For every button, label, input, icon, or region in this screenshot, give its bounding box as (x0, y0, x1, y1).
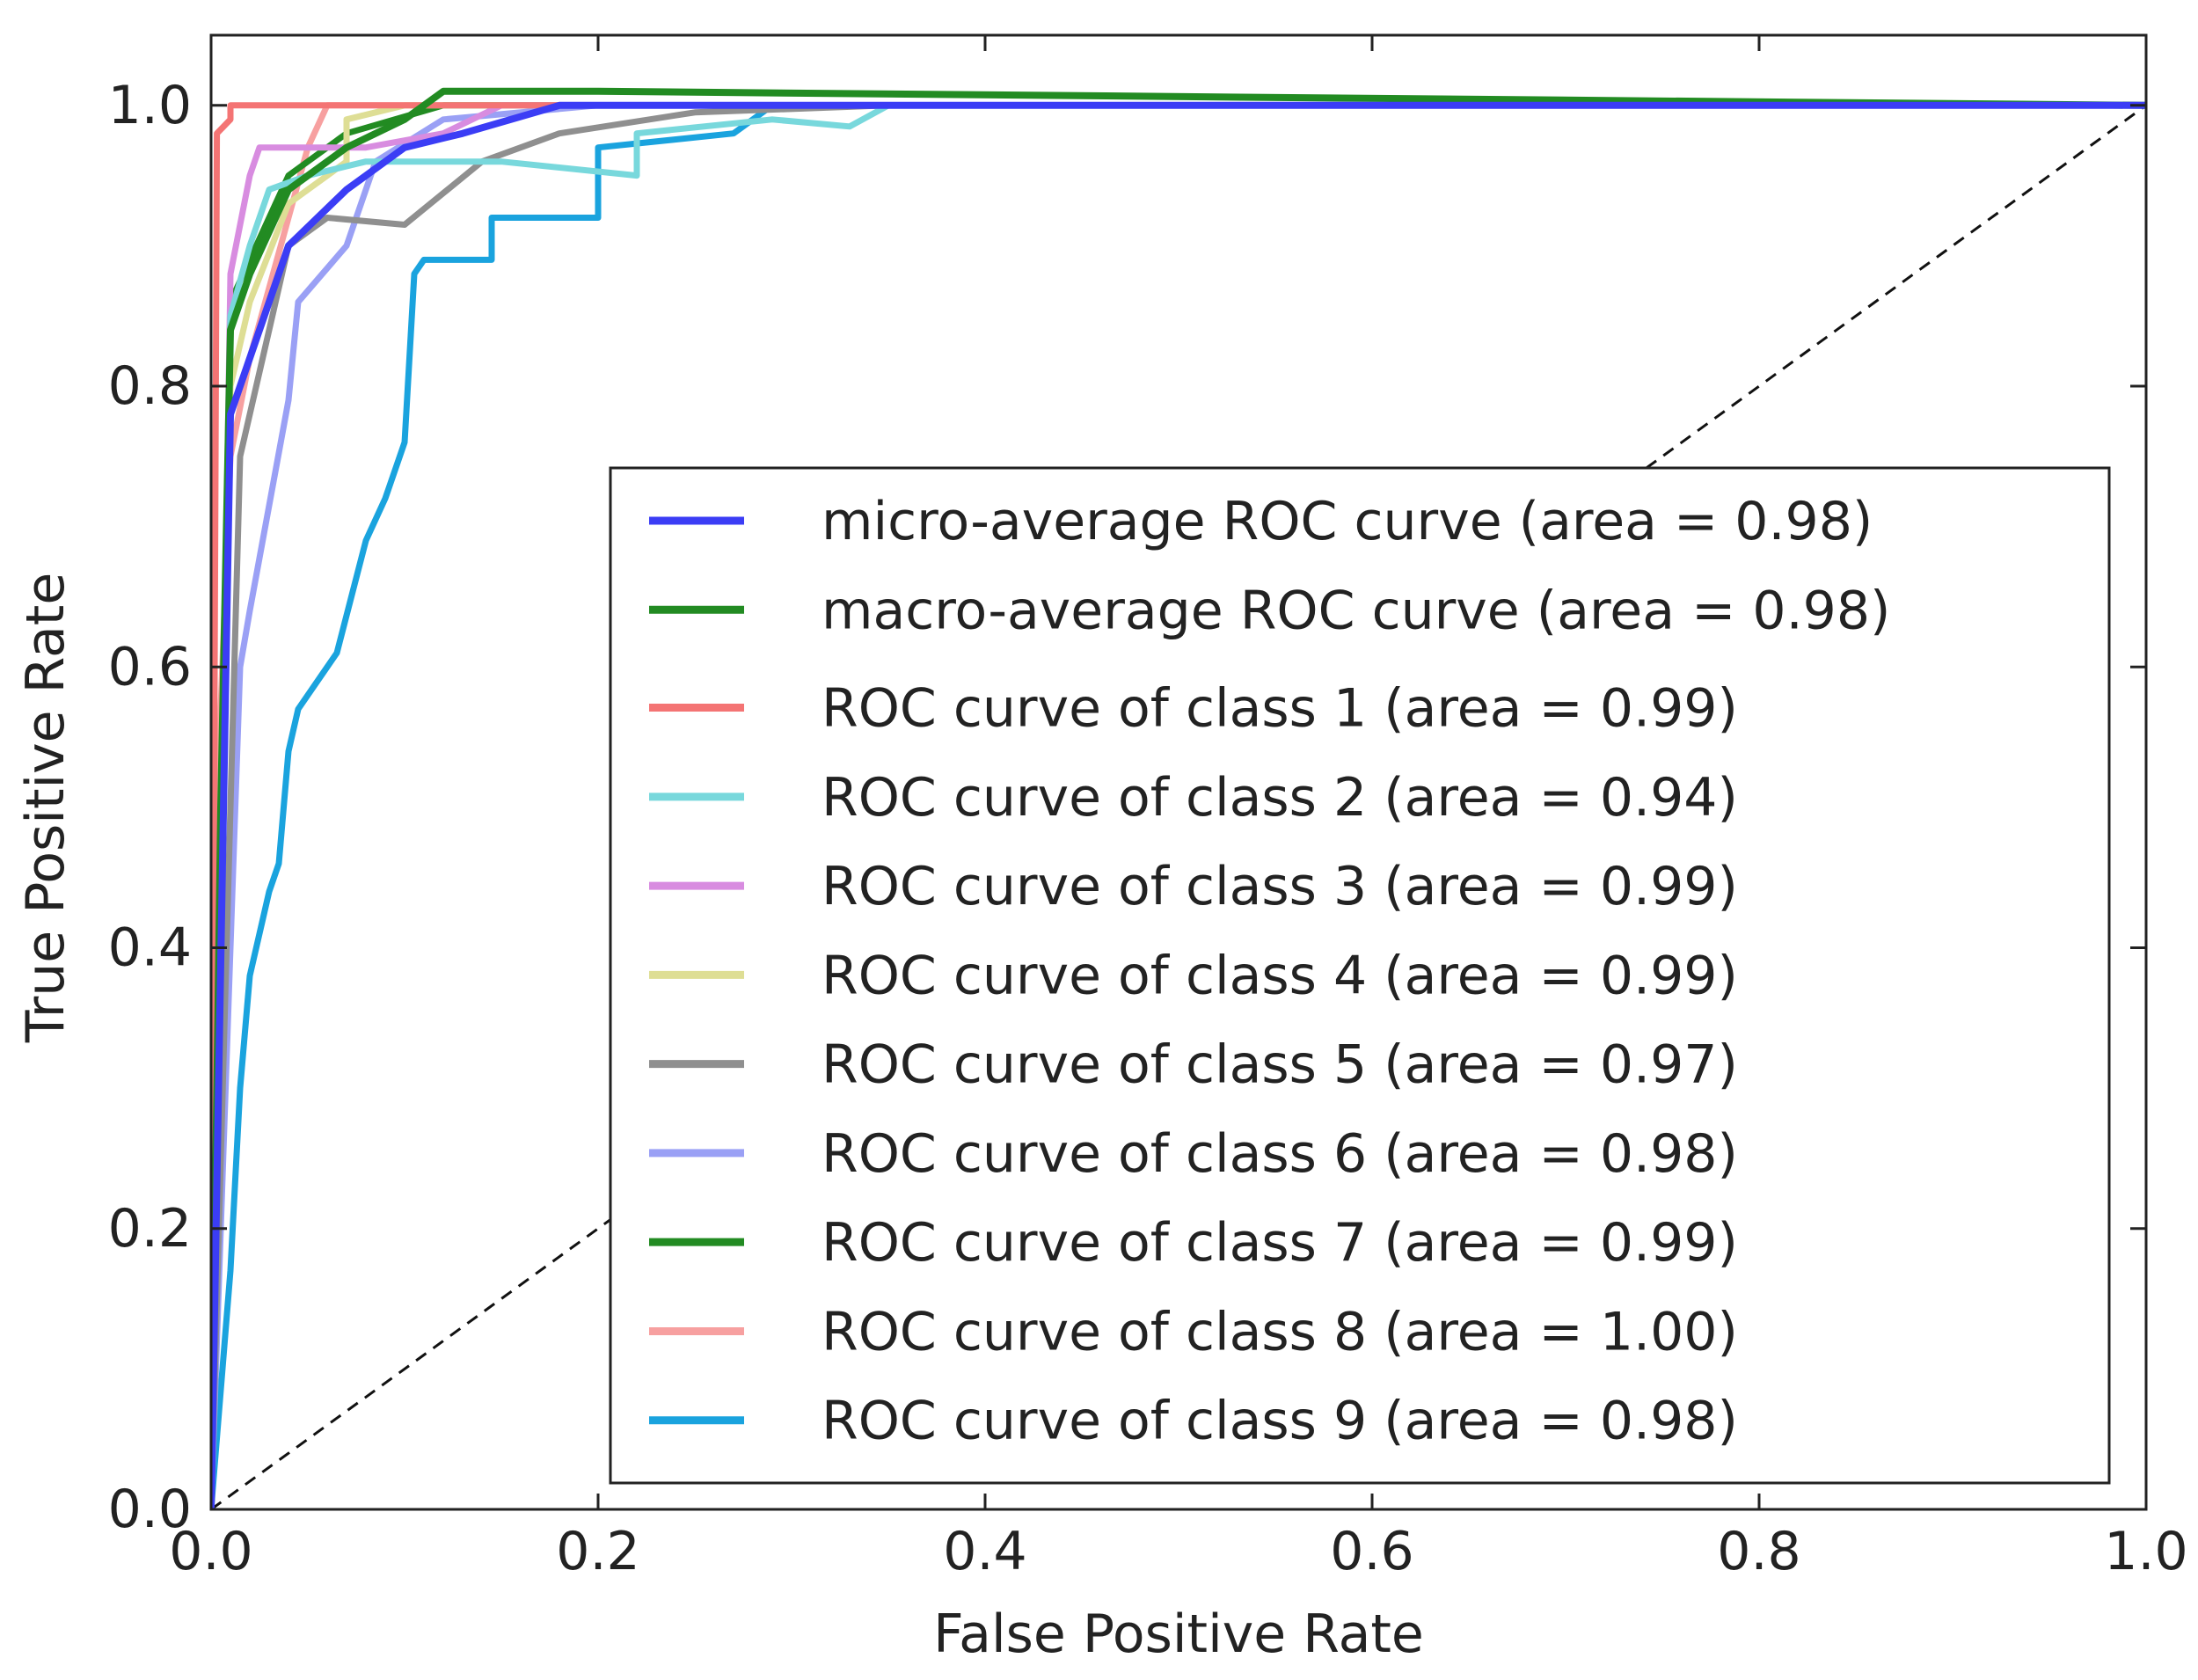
y-tick-label: 0.8 (108, 355, 192, 417)
series-line-8 (211, 102, 2146, 1509)
y-tick-label: 0.2 (108, 1198, 192, 1260)
y-axis-label: True Positive Rate (15, 573, 77, 1043)
series-line-1 (211, 101, 2146, 1509)
series-line-4 (211, 102, 2146, 1509)
x-tick-label: 1.0 (2104, 1521, 2187, 1582)
legend: micro-average ROC curve (area = 0.98) mac… (609, 466, 2111, 1485)
legend-entry-label: ROC curve of class 5 (area = 0.97) (822, 1034, 1738, 1096)
y-tick-label: 0.0 (108, 1479, 192, 1540)
legend-entry-label: ROC curve of class 1 (area = 0.99) (822, 678, 1738, 740)
legend-entry-label: ROC curve of class 2 (area = 0.94) (822, 767, 1738, 829)
y-tick-label: 0.4 (108, 917, 192, 979)
x-axis-label: False Positive Rate (933, 1603, 1424, 1665)
x-tick-label: 0.2 (556, 1521, 639, 1582)
legend-entry-label: micro-average ROC curve (area = 0.98) (822, 491, 1873, 552)
series-layer (211, 87, 2146, 1509)
ticks-layer: 0.0 0.2 0.4 0.6 0.8 1.0 0.0 0.2 0.4 0.6 0.8 1.0 (108, 35, 2188, 1582)
y-tick-label: 0.6 (108, 636, 192, 698)
legend-entry-label: ROC curve of class 8 (area = 1.00) (822, 1301, 1738, 1362)
x-tick-label: 0.4 (943, 1521, 1026, 1582)
x-tick-label: 0.6 (1330, 1521, 1413, 1582)
series-line-11 (211, 102, 2146, 1509)
x-tick-label: 0.0 (169, 1521, 252, 1582)
legend-box (609, 466, 2111, 1485)
legend-entry-label: ROC curve of class 3 (area = 0.99) (822, 856, 1738, 917)
x-tick-label: 0.8 (1717, 1521, 1800, 1582)
y-tick-label: 1.0 (108, 75, 192, 136)
series-line-5 (211, 102, 2146, 1509)
chance-diagonal-line (211, 104, 2146, 1509)
legend-entry-label: ROC curve of class 9 (area = 0.98) (822, 1391, 1738, 1452)
legend-entry-label: macro-average ROC curve (area = 0.98) (822, 580, 1890, 641)
plot-frame (209, 33, 2148, 1511)
legend-entry-label: ROC curve of class 4 (area = 0.99) (822, 945, 1738, 1006)
legend-entry-label: ROC curve of class 7 (area = 0.99) (822, 1212, 1738, 1274)
legend-entry-label: ROC curve of class 6 (area = 0.98) (822, 1123, 1738, 1185)
